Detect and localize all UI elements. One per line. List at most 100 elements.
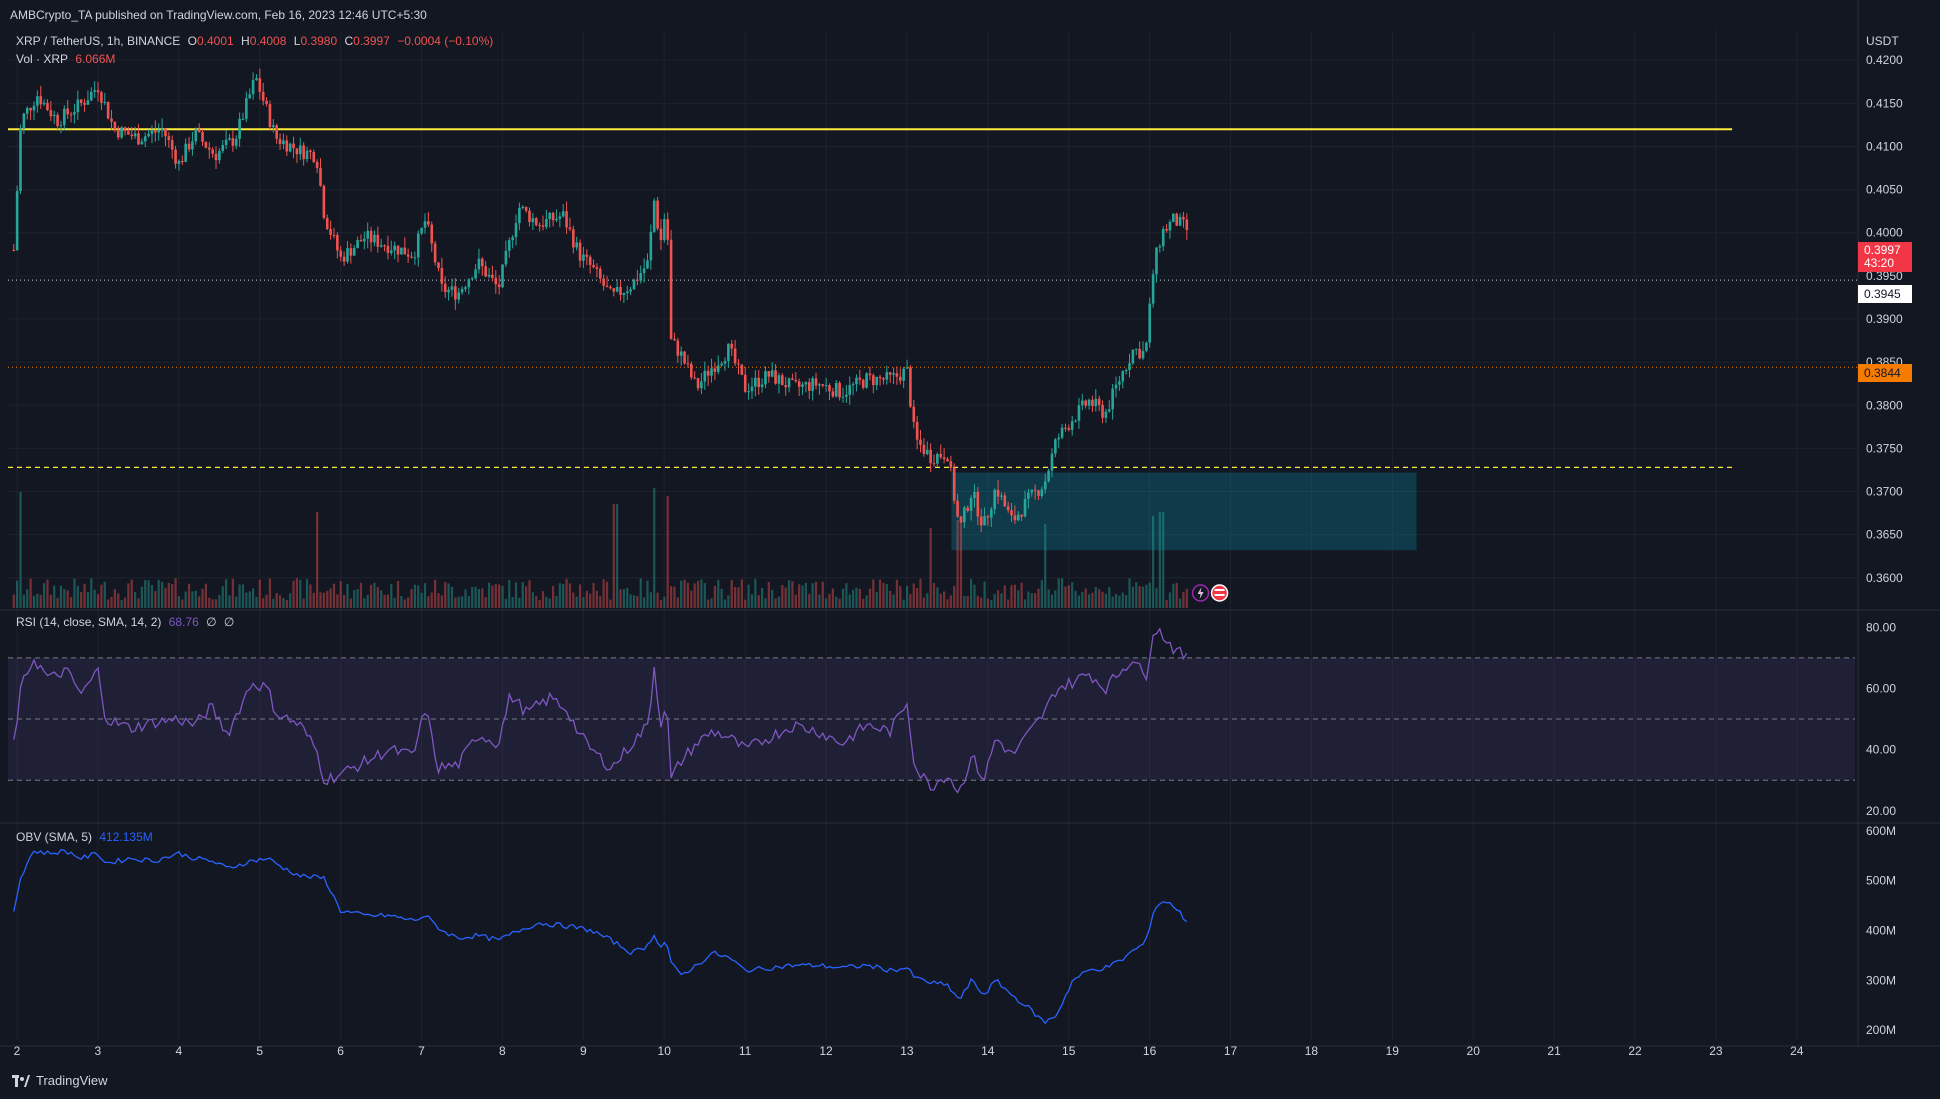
- volume-bar: [417, 585, 420, 608]
- obv-label[interactable]: OBV (SMA, 5): [16, 830, 93, 844]
- candle-body: [1013, 515, 1017, 521]
- candle-body: [204, 141, 208, 148]
- candle-body: [781, 375, 784, 386]
- candle-body: [443, 283, 447, 293]
- volume-bar: [953, 585, 956, 608]
- volume-label[interactable]: Vol · XRP: [16, 52, 69, 66]
- volume-bar: [423, 583, 427, 608]
- volume-bar: [1084, 588, 1087, 608]
- volume-bar: [845, 583, 848, 608]
- candle-body: [120, 127, 123, 138]
- volume-bar: [157, 579, 160, 608]
- us-flag-event-icon: [1210, 584, 1229, 602]
- candle-body: [582, 254, 585, 261]
- candle-body: [410, 256, 413, 258]
- x-tick-label: 19: [1386, 1044, 1400, 1058]
- volume-bar: [1178, 598, 1182, 608]
- level-tag-orange: 0.3844: [1858, 364, 1912, 382]
- volume-bar: [609, 599, 612, 608]
- volume-bar: [862, 598, 865, 608]
- volume-bar: [595, 590, 599, 608]
- candle-body: [615, 286, 619, 292]
- volume-bar: [383, 594, 386, 608]
- candle-body: [464, 287, 467, 290]
- tradingview-brand[interactable]: TradingView: [12, 1073, 108, 1088]
- price-tick-label: 0.3650: [1866, 528, 1903, 542]
- candle-body: [592, 264, 595, 268]
- candle-body: [538, 225, 541, 227]
- candle-body: [52, 114, 56, 117]
- volume-bar: [872, 579, 875, 608]
- volume-bar: [639, 578, 642, 608]
- x-tick-label: 16: [1143, 1044, 1157, 1058]
- volume-bar: [174, 578, 177, 608]
- candle-body: [693, 377, 696, 379]
- volume-bar: [680, 580, 683, 608]
- volume-bar: [147, 580, 150, 608]
- volume-bar: [1064, 586, 1067, 608]
- volume-bar: [531, 592, 534, 608]
- volume-bar: [376, 587, 379, 608]
- obv-legend[interactable]: OBV (SMA, 5) 412.135M: [16, 830, 157, 844]
- volume-bar: [309, 584, 312, 608]
- volume-bar: [919, 578, 922, 608]
- volume-bar: [966, 596, 969, 608]
- volume-bar: [818, 594, 821, 608]
- candle-body: [349, 248, 353, 256]
- volume-bar: [912, 583, 915, 608]
- candle-body: [1074, 420, 1077, 422]
- volume-bar: [632, 595, 636, 608]
- candle-body: [1003, 495, 1007, 507]
- volume-bar: [787, 580, 791, 608]
- candle-body: [730, 343, 734, 349]
- volume-bar: [1141, 586, 1145, 608]
- candle-body: [373, 234, 376, 243]
- volume-bar: [322, 592, 325, 608]
- candle-body: [700, 381, 703, 389]
- candle-body: [679, 351, 683, 356]
- change-value: −0.0004 (−0.10%): [397, 34, 494, 48]
- volume-bar: [1172, 583, 1175, 608]
- candle-body: [224, 139, 228, 146]
- volume-bar: [963, 595, 966, 608]
- rsi-label[interactable]: RSI (14, close, SMA, 14, 2): [16, 615, 162, 629]
- volume-bar: [1047, 589, 1050, 608]
- candle-body: [747, 391, 750, 393]
- volume-bar: [201, 588, 204, 608]
- symbol-legend[interactable]: XRP / TetherUS, 1h, BINANCE O0.4001 H0.4…: [16, 34, 497, 48]
- volume-bar: [1094, 587, 1097, 608]
- volume-bar: [744, 599, 747, 608]
- volume-bar: [96, 594, 100, 608]
- candle-body: [639, 273, 643, 281]
- volume-bar: [956, 520, 959, 608]
- candle-body: [861, 379, 865, 388]
- level-tag-white: 0.3945: [1858, 285, 1912, 303]
- candle-body: [56, 114, 59, 127]
- volume-bar: [343, 595, 346, 608]
- volume-bar: [160, 581, 164, 608]
- candle-body: [160, 128, 164, 131]
- candle-body: [821, 384, 825, 386]
- candle-body: [1141, 350, 1145, 359]
- candle-body: [427, 221, 430, 225]
- candle-body: [470, 278, 474, 280]
- candle-body: [929, 449, 932, 464]
- volume-bar: [1050, 594, 1054, 608]
- candle-body: [578, 242, 582, 261]
- volume-bar: [750, 594, 754, 608]
- x-tick-label: 20: [1467, 1044, 1481, 1058]
- symbol-name[interactable]: XRP / TetherUS, 1h, BINANCE: [16, 34, 181, 48]
- candle-body: [1148, 303, 1152, 343]
- volume-bar: [653, 488, 656, 608]
- volume-bar: [225, 579, 228, 608]
- open-label: O: [187, 34, 197, 48]
- candle-body: [238, 118, 241, 139]
- candle-body: [1097, 398, 1101, 405]
- volume-legend[interactable]: Vol · XRP 6.066M: [16, 52, 119, 66]
- candle-body: [309, 150, 312, 153]
- volume-bar: [407, 597, 410, 608]
- candle-body: [29, 107, 32, 111]
- rsi-legend[interactable]: RSI (14, close, SMA, 14, 2) 68.76 ∅ ∅: [16, 615, 238, 629]
- flag-stripe-icon: [1214, 594, 1225, 596]
